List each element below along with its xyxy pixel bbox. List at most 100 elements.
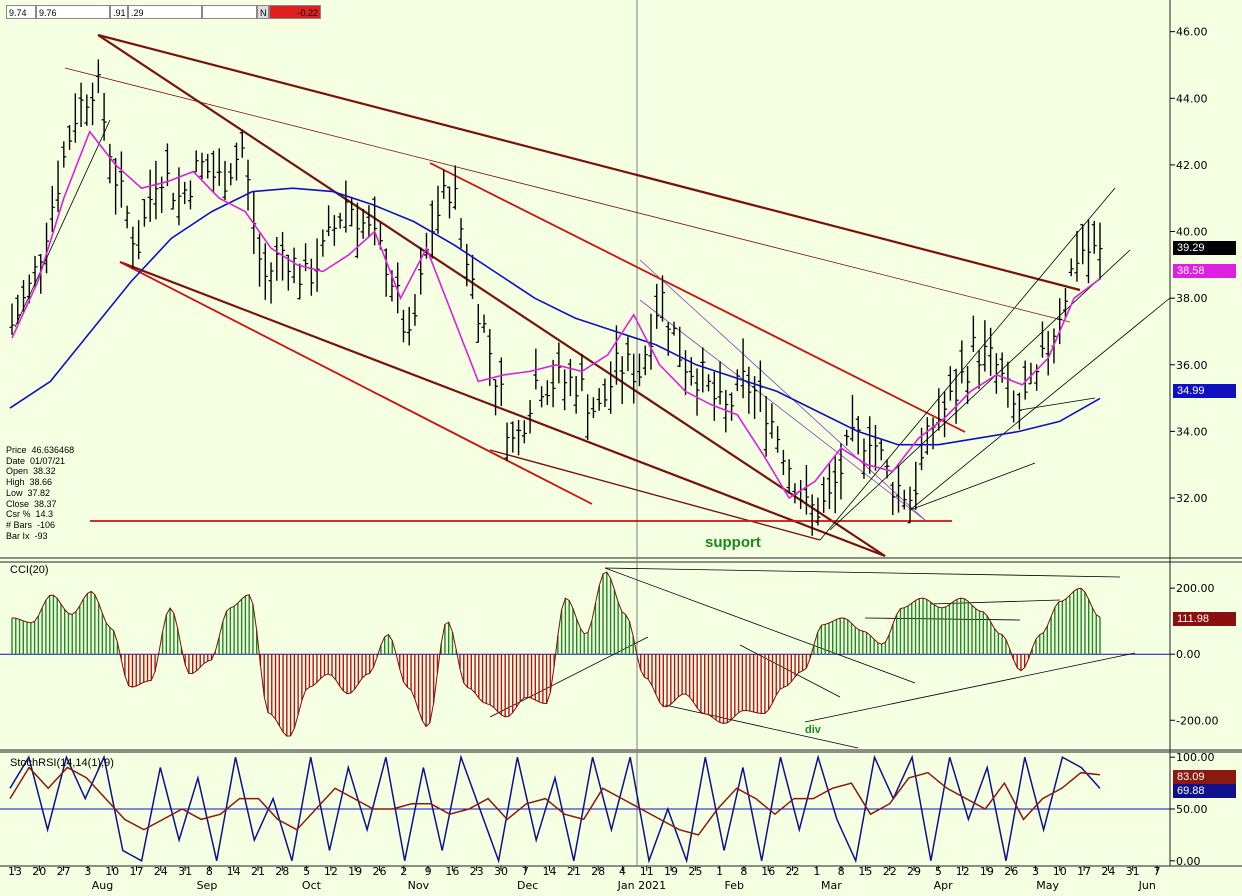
- price-bar: [919, 427, 925, 471]
- price-bar: [740, 338, 746, 399]
- price-bar: [907, 486, 913, 524]
- support-annotation: support: [705, 534, 761, 551]
- price-bar: [326, 205, 332, 237]
- price-bar: [786, 459, 792, 494]
- stochrsi-panel-title: StochRSI(14,14(1),9): [10, 757, 114, 769]
- price-bar: [711, 371, 717, 421]
- price-last-tag: 39.29: [1173, 241, 1236, 255]
- x-day-label: 7: [1154, 865, 1161, 878]
- price-bar: [435, 185, 441, 234]
- x-day-label: 8: [206, 865, 213, 878]
- cci-histogram: [11, 572, 1101, 737]
- price-bar: [579, 353, 585, 392]
- info-panel: Price 46.636468 Date 01/07/21 Open 38.32…: [6, 445, 74, 541]
- toolbar-field-5[interactable]: [202, 5, 257, 19]
- cci-last-tag: 111.98: [1173, 612, 1236, 626]
- price-bar: [585, 394, 591, 440]
- price-bar: [613, 325, 619, 385]
- cci-trend-1: [604, 567, 1121, 578]
- price-bar: [147, 169, 153, 222]
- y-axis-ticks: 46.00 44.00 42.00 40.00 38.00 36.00 34.00 32.00…: [1170, 26, 1218, 868]
- price-bar: [642, 345, 648, 376]
- price-bar: [239, 130, 245, 158]
- price-bar: [602, 378, 608, 408]
- price-bar: [884, 459, 890, 479]
- price-bar: [965, 366, 971, 405]
- price-bar: [654, 283, 660, 329]
- median-line: [64, 67, 1071, 323]
- toolbar-field-3[interactable]: .91: [110, 5, 128, 19]
- price-bar: [464, 243, 470, 287]
- cci-y-label: 200.00: [1176, 582, 1215, 595]
- price-bar: [729, 392, 735, 421]
- price-bar: [21, 280, 27, 312]
- x-day-label: 19: [664, 865, 678, 878]
- price-bar: [44, 222, 50, 274]
- price-bar: [245, 159, 251, 211]
- x-day-label: 2: [400, 865, 407, 878]
- price-bar: [527, 400, 533, 434]
- x-month-label: Dec: [517, 879, 538, 892]
- toolbar-field-6[interactable]: N: [257, 5, 269, 19]
- channel-red-upper: [429, 162, 966, 433]
- price-bar: [619, 356, 625, 404]
- x-day-label: 31: [1126, 865, 1140, 878]
- price-bar: [878, 439, 884, 461]
- price-bar: [838, 443, 844, 500]
- price-bar: [406, 306, 412, 346]
- price-y-label: 36.00: [1176, 359, 1208, 372]
- price-bar: [861, 438, 867, 479]
- info-row: Close 38.37: [6, 498, 57, 509]
- purple-upper: [639, 259, 926, 521]
- x-day-label: 15: [858, 865, 872, 878]
- price-bar: [677, 326, 683, 368]
- price-bar: [694, 368, 700, 416]
- price-bar: [354, 202, 360, 259]
- price-bar: [1016, 392, 1022, 430]
- price-bar: [61, 141, 67, 168]
- price-bar: [976, 350, 982, 389]
- toolbar-field-4[interactable]: .29: [128, 5, 202, 19]
- price-bar: [95, 59, 101, 94]
- price-bar: [124, 205, 130, 229]
- x-day-label: 10: [1053, 865, 1067, 878]
- price-bar: [826, 463, 832, 510]
- x-day-label: 19: [348, 865, 362, 878]
- cci-panel-title: CCI(20): [10, 564, 49, 576]
- price-y-label: 46.00: [1176, 26, 1208, 39]
- price-bar: [475, 303, 481, 343]
- stoch-y-label: 0.00: [1176, 855, 1201, 868]
- price-bar: [734, 369, 740, 392]
- price-bar: [562, 369, 568, 411]
- price-bar: [210, 150, 216, 193]
- x-month-label: Mar: [821, 879, 842, 892]
- toolbar-field-1[interactable]: 9.74: [6, 5, 36, 19]
- price-y-label: 44.00: [1176, 92, 1208, 105]
- price-bar: [988, 327, 994, 376]
- price-bar: [1091, 220, 1097, 254]
- price-bar: [291, 247, 297, 284]
- price-bar: [803, 465, 809, 515]
- price-bar: [521, 420, 527, 444]
- price-bar: [1022, 360, 1028, 400]
- price-bar: [855, 416, 861, 455]
- price-bar: [1039, 321, 1045, 358]
- price-bar: [383, 248, 389, 297]
- x-day-label: 12: [324, 865, 338, 878]
- x-day-label: 1: [813, 865, 820, 878]
- price-bar: [268, 262, 274, 304]
- x-day-label: 7: [522, 865, 529, 878]
- x-month-label: May: [1036, 879, 1059, 892]
- x-month-label: Apr: [934, 879, 954, 892]
- cci-y-label: 0.00: [1176, 648, 1201, 661]
- price-bar: [349, 196, 355, 227]
- early-rise-line: [14, 119, 111, 328]
- toolbar-field-2[interactable]: 9.76: [36, 5, 110, 19]
- price-bar: [942, 391, 948, 438]
- price-bar: [199, 152, 205, 180]
- price-bar: [101, 93, 107, 141]
- price-bar: [205, 153, 211, 179]
- x-axis-ticks: 13 20 27 3 10 17 24 31 8 14 21 28 5 12 19 26 2 9 16 23 30 7 14…: [8, 865, 1161, 892]
